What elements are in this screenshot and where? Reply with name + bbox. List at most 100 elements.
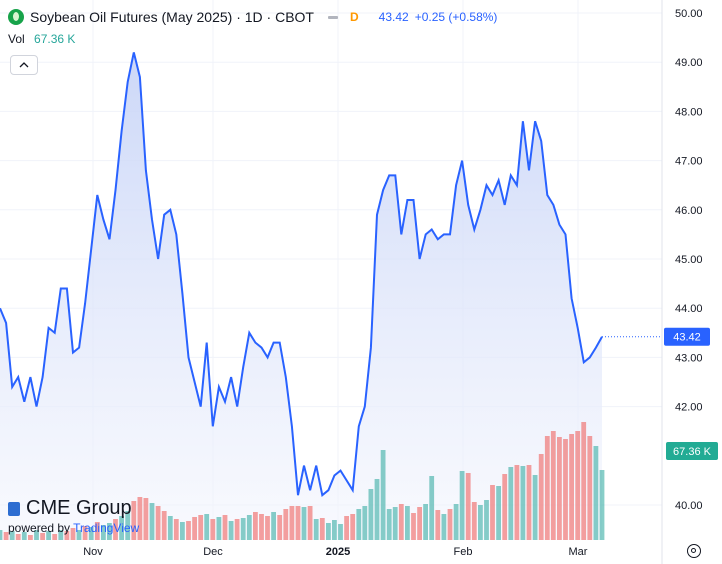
volume-bar bbox=[210, 519, 216, 540]
volume-bar bbox=[88, 527, 94, 540]
volume-bar bbox=[240, 518, 246, 540]
volume-bar bbox=[155, 506, 161, 540]
volume-bar bbox=[398, 504, 404, 540]
volume-bar bbox=[356, 509, 362, 540]
volume-bar bbox=[453, 504, 459, 540]
volume-bars bbox=[0, 422, 605, 540]
volume-bar bbox=[508, 467, 514, 540]
volume-bar bbox=[441, 514, 447, 540]
price-change: +0.25 (+0.58%) bbox=[414, 10, 498, 24]
collapse-legend-button[interactable] bbox=[10, 55, 38, 75]
volume-bar bbox=[471, 502, 477, 540]
volume-bar bbox=[374, 479, 380, 540]
volume-bar bbox=[532, 475, 538, 540]
volume-bar bbox=[192, 517, 197, 540]
y-tick-label: 46.00 bbox=[675, 205, 703, 217]
delayed-badge[interactable]: D bbox=[350, 10, 359, 24]
volume-bar bbox=[593, 446, 599, 540]
volume-bar bbox=[362, 506, 368, 540]
volume-bar bbox=[58, 530, 64, 540]
y-tick-label: 48.00 bbox=[675, 106, 703, 118]
volume-bar bbox=[113, 519, 118, 540]
volume-bar bbox=[338, 524, 343, 540]
chevron-up-icon bbox=[19, 62, 29, 68]
volume-bar bbox=[447, 509, 453, 540]
volume-bar bbox=[101, 525, 106, 540]
brand-watermark: CME Group powered by TradingView bbox=[8, 497, 139, 535]
volume-bar bbox=[9, 531, 15, 540]
volume-bar bbox=[538, 454, 544, 540]
volume-bar bbox=[544, 436, 550, 540]
volume-bar bbox=[319, 518, 325, 540]
volume-bar bbox=[253, 512, 258, 540]
volume-bar bbox=[569, 434, 574, 540]
volume-bar bbox=[283, 509, 289, 540]
volume-bar bbox=[180, 522, 185, 540]
volume-bar bbox=[326, 523, 331, 540]
volume-bar bbox=[459, 471, 465, 540]
y-tick-label: 45.00 bbox=[675, 254, 703, 266]
x-tick-label: Nov bbox=[83, 546, 103, 558]
volume-bar bbox=[526, 465, 532, 540]
volume-bar bbox=[34, 530, 39, 540]
y-tick-label: 40.00 bbox=[675, 500, 703, 512]
volume-bar bbox=[143, 498, 149, 540]
volume-bar bbox=[131, 501, 137, 540]
price-line bbox=[0, 52, 603, 498]
tradingview-name[interactable]: TradingView bbox=[73, 521, 140, 535]
gear-icon[interactable] bbox=[687, 544, 701, 558]
volume-bar bbox=[125, 511, 131, 540]
volume-bar bbox=[599, 470, 605, 540]
volume-bar bbox=[502, 474, 508, 540]
symbol-logo-icon bbox=[8, 9, 24, 25]
volume-bar bbox=[216, 517, 222, 540]
volume-bar bbox=[344, 516, 349, 540]
volume-bar bbox=[392, 507, 398, 540]
volume-bar bbox=[259, 514, 264, 540]
volume-bar bbox=[0, 530, 3, 540]
time-axis: Nov Dec 2025 Feb Mar bbox=[83, 546, 588, 558]
volume-bar bbox=[119, 516, 124, 540]
volume-bar bbox=[234, 519, 240, 540]
volume-bar bbox=[289, 506, 295, 540]
volume-bar bbox=[198, 515, 204, 540]
volume-bar bbox=[137, 497, 143, 540]
volume-bar bbox=[514, 465, 520, 540]
volume-bar bbox=[265, 516, 270, 540]
volume-bar bbox=[478, 505, 483, 540]
volume-bar bbox=[465, 473, 471, 540]
volume-bar bbox=[40, 533, 45, 540]
volume-bar bbox=[307, 506, 313, 540]
x-tick-label: Mar bbox=[569, 546, 588, 558]
powered-by-prefix: powered by bbox=[8, 521, 71, 535]
volume-legend: Vol 67.36 K bbox=[8, 32, 75, 46]
volume-bar bbox=[520, 466, 526, 540]
volume-bar bbox=[557, 437, 562, 540]
y-tick-label: 50.00 bbox=[675, 8, 703, 20]
volume-bar bbox=[411, 513, 416, 540]
volume-bar bbox=[484, 500, 489, 540]
volume-bar bbox=[380, 450, 386, 540]
volume-bar bbox=[46, 531, 51, 540]
volume-bar bbox=[167, 516, 173, 540]
volume-bar bbox=[222, 515, 228, 540]
volume-bar bbox=[52, 534, 58, 540]
y-tick-label: 49.00 bbox=[675, 57, 703, 69]
last-price: 43.42 bbox=[378, 10, 409, 24]
cme-logo-icon bbox=[8, 501, 20, 516]
y-tick-label: 47.00 bbox=[675, 156, 703, 168]
price-label: 43.42 bbox=[673, 332, 701, 344]
volume-bar bbox=[368, 489, 374, 540]
volume-label-bg bbox=[666, 442, 718, 460]
chart-header: Soybean Oil Futures (May 2025) · 1D · CB… bbox=[8, 7, 503, 27]
market-status-icon bbox=[328, 15, 338, 19]
volume-bar bbox=[417, 507, 422, 540]
volume-bar bbox=[575, 431, 581, 540]
powered-by: powered by TradingView bbox=[8, 521, 139, 535]
symbol-title[interactable]: Soybean Oil Futures (May 2025) · 1D · CB… bbox=[30, 9, 314, 25]
volume-bar bbox=[581, 422, 587, 540]
volume-bar bbox=[76, 530, 82, 540]
volume-bar bbox=[496, 486, 501, 540]
volume-bar bbox=[82, 526, 88, 540]
